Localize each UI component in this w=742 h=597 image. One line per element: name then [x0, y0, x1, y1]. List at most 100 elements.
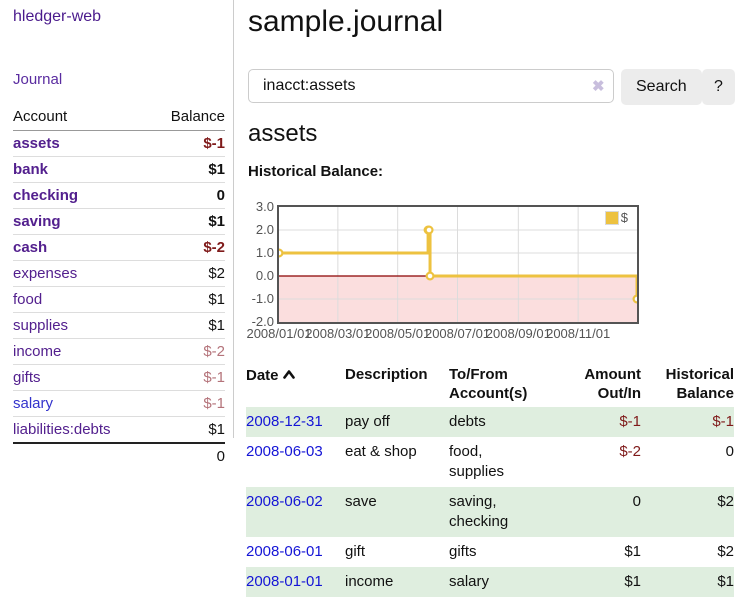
account-row: expenses $2 [13, 260, 225, 287]
y-tick-label: 3.0 [255, 199, 274, 214]
register-row: 2008-06-02 save saving, checking 0 $2 [246, 487, 734, 537]
x-tick-label: 2008/01/01 [246, 326, 312, 341]
register-cell-description: gift [345, 543, 366, 560]
transaction-date-link[interactable]: 2008-06-03 [246, 443, 323, 460]
register-header-row: Date Description To/From Account(s) Amou… [246, 362, 734, 407]
account-row: salary $-1 [13, 390, 225, 417]
register-cell-description: eat & shop [345, 443, 417, 460]
account-link[interactable]: food [13, 291, 43, 308]
register-cell-accounts: gifts [449, 543, 477, 560]
page-title: sample.journal [248, 5, 444, 38]
legend-swatch-icon [603, 209, 620, 226]
account-row: bank $1 [13, 156, 225, 183]
accounts-header-balance: Balance [149, 104, 225, 131]
register-cell-description: save [345, 487, 449, 537]
y-tick-label: 2.0 [255, 222, 274, 237]
x-tick-label: 2008/03/01 [305, 326, 371, 341]
accounts-header-account: Account [13, 104, 150, 131]
register-cell-amount: $-2 [619, 443, 641, 460]
app-title-link[interactable]: hledger-web [13, 8, 102, 25]
account-link[interactable]: income [13, 343, 62, 360]
register-cell-date: 2008-06-02 [246, 487, 345, 537]
account-link[interactable]: expenses [13, 265, 78, 282]
account-balance: 0 [149, 182, 225, 209]
account-row: food $1 [13, 286, 225, 313]
register-cell-amount: $-1 [549, 407, 641, 437]
register-cell-accounts: debts [449, 407, 549, 437]
account-link[interactable]: liabilities:debts [13, 421, 111, 438]
transaction-date-link[interactable]: 2008-06-01 [246, 543, 323, 560]
account-balance: $2 [149, 260, 225, 287]
register-row: 2008-06-03 eat & shop food, supplies $-2 0 [246, 437, 734, 487]
register-cell-accounts: food, supplies [449, 443, 505, 480]
register-cell-amount: $1 [624, 543, 641, 560]
register-cell-balance: $2 [641, 487, 734, 537]
register-cell-date: 2008-06-01 [246, 537, 345, 567]
account-link[interactable]: checking [13, 187, 79, 204]
register-header-accounts: To/From Account(s) [449, 366, 528, 402]
account-balance: $1 [149, 156, 225, 183]
register-header-balance: Historical Balance [665, 366, 734, 402]
register-cell-date: 2008-01-01 [246, 567, 345, 597]
accounts-total-spacer [13, 442, 150, 469]
x-tick-label: 2008/05/01 [365, 326, 431, 341]
transaction-date-link[interactable]: 2008-12-31 [246, 413, 323, 430]
register-cell-balance: $1 [641, 567, 734, 597]
register-header-description: Description [345, 366, 428, 383]
account-link[interactable]: supplies [13, 317, 69, 334]
search-button[interactable]: Search [621, 69, 702, 105]
account-heading: assets [248, 120, 318, 147]
y-tick-label: 1.0 [255, 245, 274, 260]
x-tick-label: 2008/07/01 [424, 326, 491, 341]
account-balance: $1 [149, 286, 225, 313]
register-cell-amount: $1 [549, 567, 641, 597]
sort-ascending-icon [282, 365, 295, 384]
register-table: Date Description To/From Account(s) Amou… [246, 362, 734, 597]
register-cell-accounts: saving, checking [449, 487, 549, 537]
register-header-date[interactable]: Date [246, 362, 345, 407]
account-row: assets $-1 [13, 131, 225, 157]
account-row: liabilities:debts $1 [13, 416, 225, 443]
accounts-total-row: 0 [13, 442, 225, 469]
account-balance: $1 [149, 312, 225, 339]
register-cell-accounts: salary [449, 567, 549, 597]
account-link[interactable]: bank [13, 161, 49, 178]
account-balance: $-1 [149, 390, 225, 417]
sidebar: hledger-web Journal Account Balance asse… [0, 0, 234, 469]
register-cell-description: pay off [345, 407, 449, 437]
register-cell-amount: 0 [549, 487, 641, 537]
register-cell-balance: $2 [717, 543, 734, 560]
account-link[interactable]: salary [13, 395, 54, 412]
y-tick-label: 0.0 [255, 268, 274, 283]
account-row: income $-2 [13, 338, 225, 365]
sidebar-item-journal[interactable]: Journal [13, 71, 63, 88]
search-input[interactable] [248, 69, 614, 103]
register-cell-balance: 0 [725, 443, 734, 460]
account-row: cash $-2 [13, 234, 225, 261]
accounts-header-row: Account Balance [13, 104, 225, 131]
account-balance: $-1 [203, 135, 225, 152]
register-cell-balance: $-1 [641, 407, 734, 437]
chart-legend: $ [603, 209, 628, 226]
register-row: 2008-06-01 gift gifts $1 $2 [246, 537, 734, 567]
transaction-date-link[interactable]: 2008-06-02 [246, 493, 323, 510]
account-link[interactable]: cash [13, 239, 48, 256]
register-header-amount: Amount Out/In [584, 366, 641, 402]
account-row: gifts $-1 [13, 364, 225, 391]
chart-title: Historical Balance: [248, 163, 384, 180]
register-cell-date: 2008-12-31 [246, 407, 345, 437]
account-row: checking 0 [13, 182, 225, 209]
account-link[interactable]: gifts [13, 369, 41, 386]
register-cell-date: 2008-06-03 [246, 437, 345, 487]
account-row: saving $1 [13, 208, 225, 235]
account-link[interactable]: saving [13, 213, 61, 230]
account-row: supplies $1 [13, 312, 225, 339]
y-tick-label: -1.0 [251, 291, 274, 306]
search-help-button[interactable]: ? [702, 69, 735, 105]
accounts-total-value: 0 [149, 442, 225, 469]
clear-search-icon[interactable]: ✖ [592, 78, 605, 95]
y-tick-label: -2.0 [251, 314, 274, 329]
account-link[interactable]: assets [13, 135, 60, 152]
register-row: 2008-12-31 pay off debts $-1 $-1 [246, 407, 734, 437]
register-header-date-label: Date [246, 367, 279, 384]
